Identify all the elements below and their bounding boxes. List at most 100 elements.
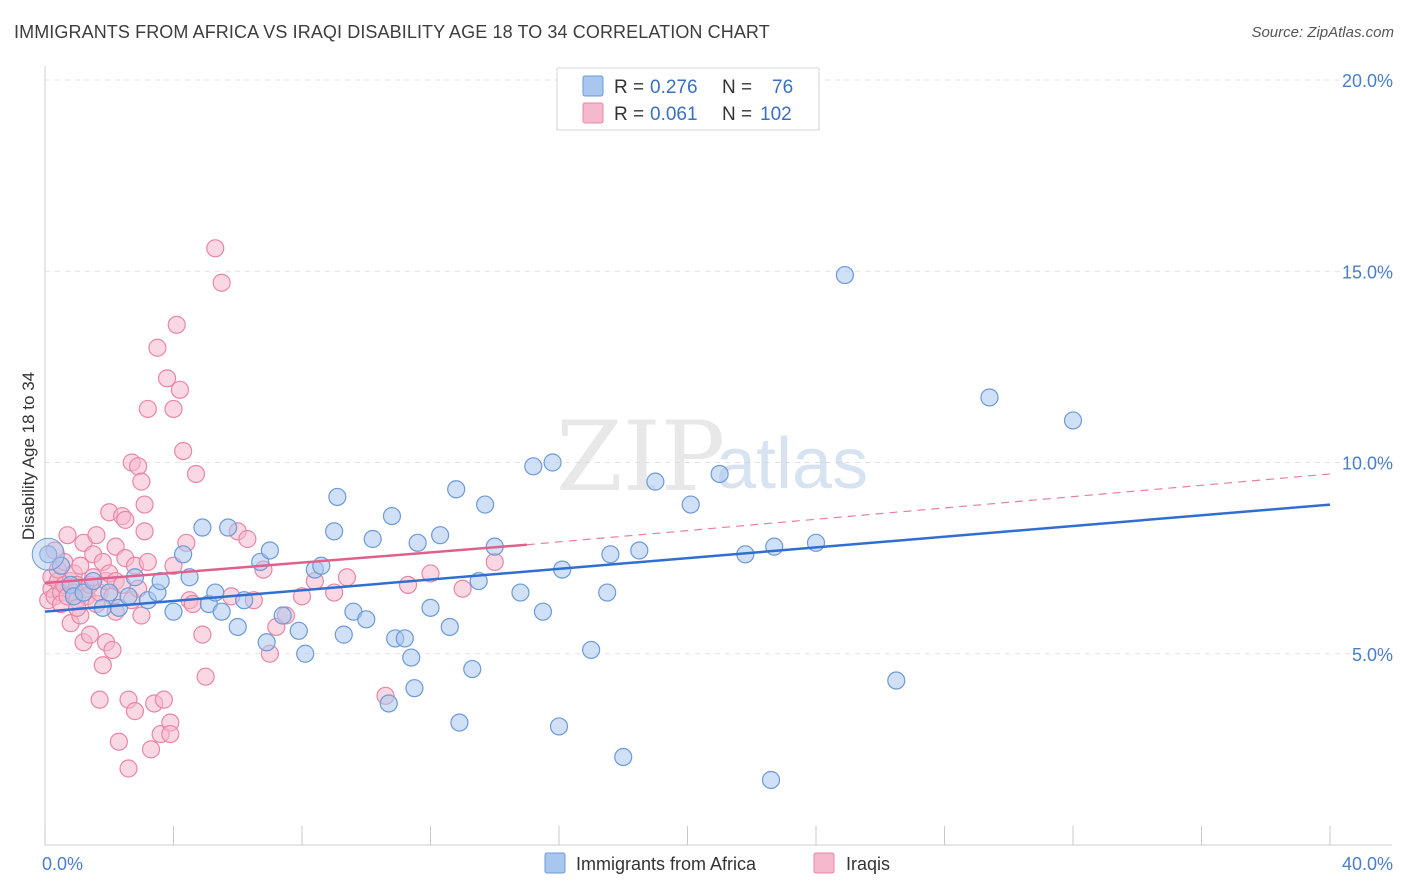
legend-top: R = 0.276 N = 76 R = 0.061 N = 102 <box>556 67 820 131</box>
africa-point-64 <box>761 770 781 790</box>
trend-lines <box>44 473 1331 613</box>
africa-cluster-point <box>31 537 65 571</box>
iraqis-point-61 <box>141 740 161 759</box>
africa-point-20 <box>212 602 231 621</box>
iraqis-point-69 <box>164 399 183 419</box>
legend-pink-swatch <box>582 102 604 124</box>
africa-point-69 <box>1063 411 1083 430</box>
iraqis-point-77 <box>193 625 212 644</box>
africa-point-49 <box>476 495 495 514</box>
iraqis-point-47 <box>119 759 138 778</box>
africa-point-32 <box>325 522 344 541</box>
africa-trend-line <box>44 503 1331 613</box>
africa-point-1 <box>51 556 71 575</box>
africa-point-56 <box>582 640 601 660</box>
iraqis-point-60 <box>138 399 157 419</box>
legend-bottom-blue-swatch <box>544 852 566 874</box>
y-axis-label: Disability Age 18 to 34 <box>19 372 38 540</box>
legend-blue-n-label: N = <box>722 77 752 98</box>
africa-point-29 <box>296 644 315 663</box>
africa-point-54 <box>549 717 569 736</box>
iraqis-point-80 <box>212 273 231 292</box>
iraqis-point-68 <box>161 724 180 744</box>
africa-point-70 <box>379 694 398 713</box>
africa-point-51 <box>511 583 530 602</box>
iraqis-point-25 <box>80 625 100 644</box>
iraqis-point-71 <box>167 315 186 334</box>
iraqis-point-66 <box>157 369 177 388</box>
iraqis-point-73 <box>174 441 193 461</box>
africa-point-61 <box>681 495 700 514</box>
y-tick-label-3: 20.0% <box>1342 71 1393 91</box>
africa-point-36 <box>363 529 382 549</box>
africa-point-43 <box>431 526 450 545</box>
iraqis-point-56 <box>132 472 151 491</box>
chart-title: IMMIGRANTS FROM AFRICA VS IRAQI DISABILI… <box>14 22 770 42</box>
iraqis-point-54 <box>129 457 148 476</box>
africa-point-26 <box>260 541 279 560</box>
y-tick-label-1: 10.0% <box>1342 454 1393 474</box>
iraqis-point-57 <box>135 495 154 514</box>
legend-bottom-pink-swatch <box>813 852 835 874</box>
iraqis-point-76 <box>186 464 206 484</box>
legend-pink-r-value: 0.061 <box>650 104 698 125</box>
africa-point-21 <box>219 518 238 537</box>
africa-point-62 <box>710 464 729 484</box>
series-iraqis-points <box>39 239 504 778</box>
legend-bottom-iraqis: Iraqis <box>846 854 890 874</box>
iraqis-point-18 <box>71 556 90 575</box>
africa-point-58 <box>601 545 620 564</box>
africa-point-41 <box>408 533 427 552</box>
watermark: ZIP atlas <box>556 401 868 513</box>
iraqis-point-58 <box>135 522 154 541</box>
iraqis-point-29 <box>87 526 106 545</box>
africa-point-45 <box>447 480 466 499</box>
iraqis-point-78 <box>196 667 215 686</box>
series-africa-points <box>31 265 1083 790</box>
iraqis-point-83 <box>238 529 257 549</box>
africa-point-28 <box>289 621 308 640</box>
africa-point-22 <box>228 617 247 637</box>
iraqis-point-89 <box>292 587 312 606</box>
watermark-atlas: atlas <box>716 424 868 504</box>
y-tick-label-0: 5.0% <box>1352 645 1393 665</box>
iraqis-point-63 <box>148 338 167 357</box>
africa-point-74 <box>533 602 553 621</box>
watermark-zip: ZIP <box>556 401 725 513</box>
africa-point-44 <box>440 617 459 637</box>
x-tick-label-0: 0.0% <box>42 854 83 874</box>
legend-pink-n-value: 102 <box>760 104 792 125</box>
iraqis-point-11 <box>58 526 77 545</box>
iraqis-point-65 <box>154 690 173 709</box>
legend-pink-r-label: R = <box>614 104 644 125</box>
africa-point-73 <box>630 541 649 560</box>
africa-point-40 <box>402 648 421 667</box>
iraqis-point-72 <box>170 380 190 399</box>
chart-source: Source: ZipAtlas.com <box>1251 24 1394 41</box>
legend-blue-r-value: 0.276 <box>650 77 698 98</box>
africa-point-35 <box>357 610 376 629</box>
legend-blue-r-label: R = <box>614 77 644 98</box>
iraqis-point-42 <box>109 732 128 751</box>
iraqis-point-31 <box>90 690 109 709</box>
iraqis-point-39 <box>103 640 122 660</box>
africa-point-66 <box>835 265 855 285</box>
africa-point-9 <box>119 587 138 606</box>
africa-point-33 <box>328 487 347 507</box>
iraqis-point-97 <box>485 552 504 572</box>
legend-blue-n-value: 76 <box>772 77 793 98</box>
africa-point-67 <box>887 671 906 690</box>
africa-point-25 <box>257 633 276 652</box>
africa-point-60 <box>646 472 665 491</box>
africa-point-39 <box>395 629 414 648</box>
x-tick-label-1: 40.0% <box>1342 854 1393 874</box>
africa-point-5 <box>84 571 103 591</box>
africa-point-52 <box>524 457 543 476</box>
africa-point-57 <box>598 583 617 602</box>
iraqis-point-33 <box>93 656 112 675</box>
iraqis-point-55 <box>132 606 151 625</box>
iraqis-point-79 <box>206 239 225 258</box>
africa-point-14 <box>164 602 183 621</box>
legend-bottom-africa: Immigrants from Africa <box>576 854 757 874</box>
